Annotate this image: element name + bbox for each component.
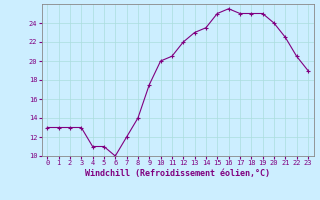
X-axis label: Windchill (Refroidissement éolien,°C): Windchill (Refroidissement éolien,°C): [85, 169, 270, 178]
